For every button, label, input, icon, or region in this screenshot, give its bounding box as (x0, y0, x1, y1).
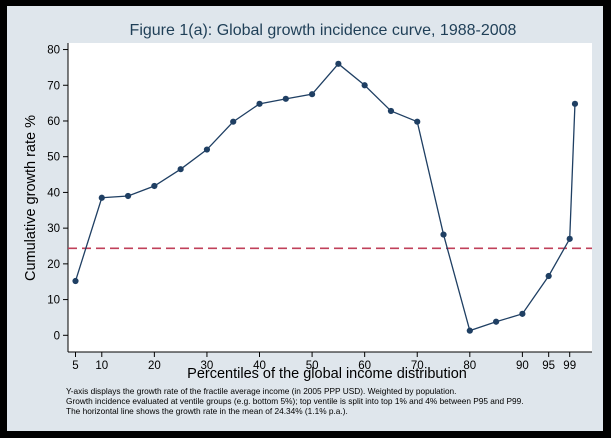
data-point (203, 146, 211, 153)
y-tick-label: 70 (47, 80, 60, 92)
data-point (440, 231, 447, 238)
data-point (335, 60, 342, 67)
x-tick-label: 40 (253, 360, 266, 372)
data-point (387, 107, 395, 115)
y-tick-label: 30 (47, 223, 60, 235)
data-point (361, 82, 368, 89)
data-point (493, 318, 500, 325)
x-tick-label: 30 (201, 360, 214, 372)
data-point (98, 194, 105, 201)
data-point (571, 100, 579, 107)
data-point (519, 310, 526, 317)
x-tick-label: 10 (95, 360, 108, 372)
data-point (545, 272, 552, 280)
y-tick-label: 50 (47, 152, 60, 164)
chart-title: Figure 1(a): Global growth incidence cur… (130, 22, 517, 39)
x-tick-label: 50 (306, 360, 319, 372)
x-tick-label: 5 (72, 360, 78, 372)
x-tick-label: 90 (516, 360, 529, 372)
y-tick-label: 40 (47, 187, 60, 199)
x-tick-label: 99 (563, 360, 576, 372)
data-point (282, 95, 289, 102)
y-tick-label: 20 (47, 259, 60, 271)
footnote-line-3: The horizontal line shows the growth rat… (66, 406, 348, 416)
data-point (230, 118, 237, 125)
growth-incidence-chart: Figure 1(a): Global growth incidence cur… (23, 22, 592, 382)
x-axis-label: Percentiles of the global income distrib… (187, 366, 467, 382)
data-point (308, 91, 316, 98)
y-tick-label: 10 (47, 295, 60, 307)
x-ticks: 5 10 20 30 40 50 60 70 80 90 95 99 (72, 352, 576, 372)
x-tick-label: 80 (463, 360, 476, 372)
data-point (466, 327, 473, 334)
y-tick-label: 60 (47, 116, 60, 128)
footnote-line-2: Growth incidence evaluated at ventile gr… (66, 396, 524, 406)
y-axis-label: Cumulative growth rate % (23, 115, 39, 281)
data-point (72, 277, 79, 285)
data-point (151, 182, 158, 190)
chart-frame: Figure 1(a): Global growth incidence cur… (7, 6, 603, 431)
y-tick-label: 0 (54, 330, 60, 342)
x-tick-label: 70 (411, 360, 424, 372)
x-tick-label: 95 (542, 360, 555, 372)
data-point (414, 118, 421, 125)
plot-area (68, 43, 592, 352)
y-ticks: 0 10 20 30 40 50 60 70 80 (47, 45, 68, 342)
x-tick-label: 60 (358, 360, 371, 372)
data-point (256, 100, 263, 107)
data-point (124, 192, 132, 200)
data-point (177, 166, 184, 173)
y-tick-label: 80 (47, 45, 60, 57)
data-point (566, 235, 573, 242)
x-tick-label: 20 (148, 360, 161, 372)
data-points (72, 60, 579, 334)
footnote-line-1: Y-axis displays the growth rate of the f… (66, 386, 457, 396)
